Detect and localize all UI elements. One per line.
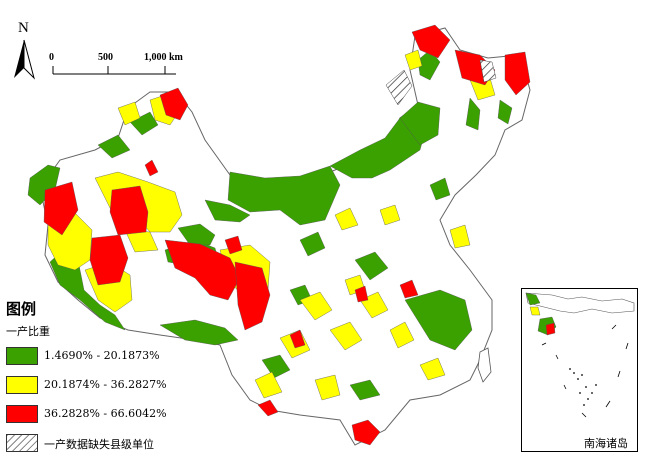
legend-label-low: 1.4690% - 20.1873% xyxy=(44,349,160,362)
legend-swatch-yellow xyxy=(6,376,38,394)
scale-tick-1000: 1,000 km xyxy=(144,52,184,63)
north-arrow: N xyxy=(14,20,35,80)
class3-regions xyxy=(43,24,531,446)
scale-tick-0: 0 xyxy=(49,52,54,63)
legend-swatch-green xyxy=(6,347,38,365)
legend-item-mid: 20.1874% - 36.2827% xyxy=(6,376,306,405)
legend-label-no-data: 一产数据缺失县级单位 xyxy=(44,438,154,451)
inset-label: 南海诸岛 xyxy=(584,437,628,450)
north-arrow-right-icon xyxy=(23,39,35,80)
legend: 图例 一产比重 1.4690% - 20.1873% 20.1874% - 36… xyxy=(6,298,306,463)
legend-subtitle: 一产比重 xyxy=(6,325,50,338)
north-arrow-left-icon xyxy=(14,40,24,78)
legend-label-high: 36.2828% - 66.6042% xyxy=(44,407,167,420)
legend-title: 图例 xyxy=(6,300,37,318)
legend-swatch-red xyxy=(6,405,38,423)
inset-map xyxy=(525,292,635,418)
legend-swatch-hatched xyxy=(6,434,38,452)
scale-tick-500: 500 xyxy=(98,52,113,63)
scale-bar: 0 500 1,000 km xyxy=(49,52,184,75)
north-arrow-label: N xyxy=(18,20,29,36)
south-china-sea-inset: 南海诸岛 xyxy=(521,288,638,452)
no-data-regions xyxy=(385,59,497,106)
legend-item-no-data: 一产数据缺失县级单位 xyxy=(6,434,306,463)
legend-item-low: 1.4690% - 20.1873% xyxy=(6,347,306,376)
legend-label-mid: 20.1874% - 36.2827% xyxy=(44,378,167,391)
legend-item-high: 36.2828% - 66.6042% xyxy=(6,405,306,434)
taiwan-region xyxy=(477,347,492,383)
